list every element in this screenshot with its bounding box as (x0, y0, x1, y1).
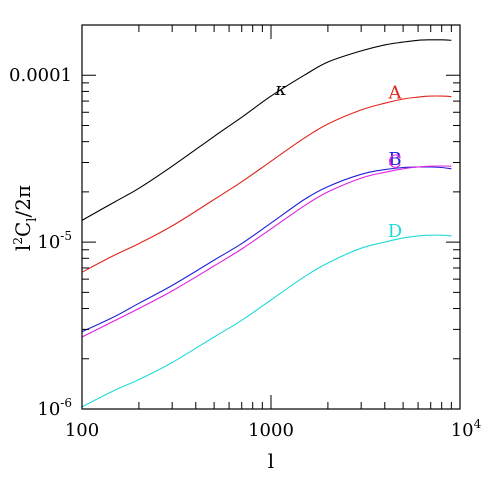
x-tick-label: 100 (65, 420, 99, 441)
y-axis-label: l2Cl/2π (11, 185, 40, 251)
series-labels: κ A BC D (274, 79, 402, 242)
axis-ticks (81, 24, 461, 410)
series-label-D: D (388, 221, 402, 242)
y-tick-label: 0.0001 (9, 65, 72, 86)
series-line-kappa (81, 39, 452, 221)
series-curves (81, 39, 452, 408)
y-axis-label-text: l2Cl/2π (11, 185, 40, 251)
series-label-A: A (388, 82, 403, 103)
x-tick-label: 1000 (248, 420, 294, 441)
y-tick-label: 10-6 (37, 396, 72, 420)
plot-frame (81, 24, 461, 410)
tick-labels: 100 1000 104 10-6 10-5 0.0001 (9, 65, 482, 441)
series-line-A (81, 95, 452, 273)
y-tick-label: 10-5 (37, 229, 72, 253)
series-line-D (81, 234, 452, 408)
x-tick-label: 104 (451, 417, 482, 441)
series-line-C (81, 165, 452, 338)
series-line-B (81, 166, 452, 333)
series-label-C: C (388, 152, 402, 173)
series-label-B: B (388, 149, 401, 170)
series-label-kappa: κ (274, 79, 287, 100)
x-axis-label: l (268, 449, 274, 473)
